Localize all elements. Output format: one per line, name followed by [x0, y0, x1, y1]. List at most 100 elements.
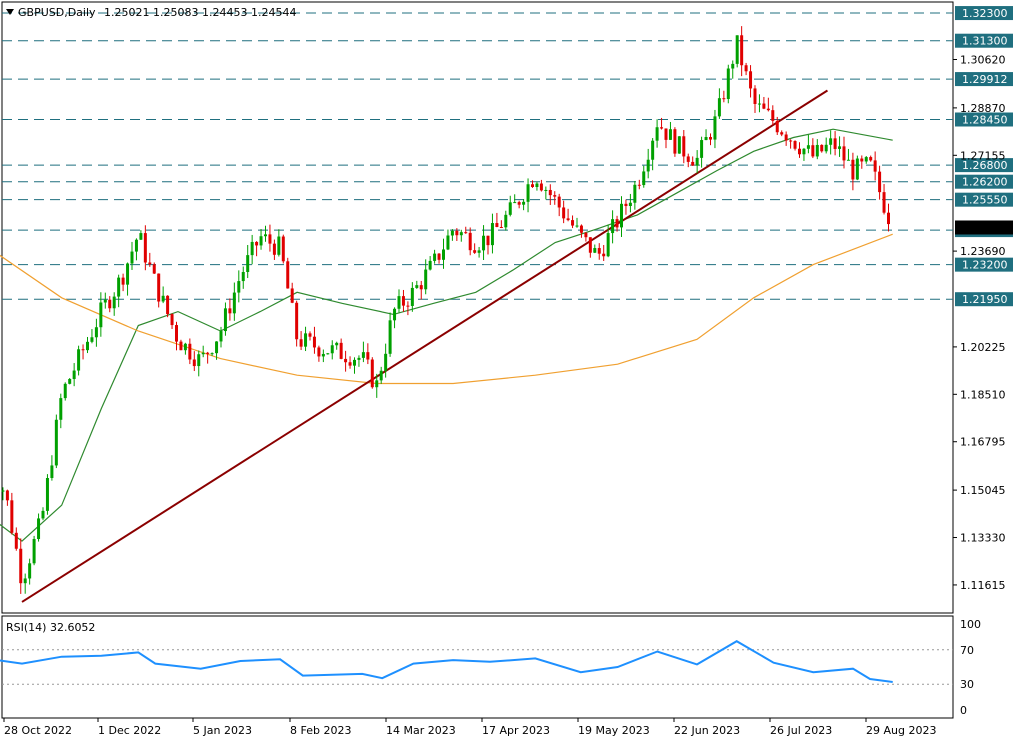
bull-candle	[63, 383, 67, 399]
bear-candle	[673, 129, 677, 154]
bear-candle	[793, 141, 797, 149]
bear-candle	[833, 138, 837, 149]
bull-candle	[446, 235, 450, 250]
bull-candle	[99, 302, 103, 328]
bear-candle	[797, 148, 801, 155]
bull-candle	[28, 563, 32, 579]
bull-candle	[357, 357, 361, 360]
bull-candle	[428, 260, 432, 270]
bull-candle	[68, 379, 72, 384]
bear-candle	[366, 352, 370, 360]
bear-candle	[286, 261, 290, 289]
bull-candle	[232, 292, 236, 314]
bull-candle	[223, 308, 227, 332]
bull-candle	[490, 223, 494, 246]
level-label: 1.29912	[962, 73, 1008, 86]
bear-candle	[780, 132, 784, 135]
bull-candle	[277, 236, 281, 255]
bull-candle	[130, 251, 134, 264]
bull-candle	[611, 219, 615, 234]
rsi-tick-label: 30	[960, 678, 974, 691]
x-tick-label: 5 Jan 2023	[193, 724, 252, 737]
bull-candle	[263, 234, 267, 237]
bull-candle	[37, 518, 41, 540]
bull-candle	[815, 144, 819, 157]
bull-candle	[668, 129, 672, 140]
bear-candle	[708, 137, 712, 140]
x-tick-label: 1 Dec 2022	[98, 724, 161, 737]
bull-candle	[117, 277, 121, 297]
bear-candle	[539, 183, 543, 191]
bear-candle	[299, 339, 303, 347]
level-label: 1.28450	[962, 114, 1008, 127]
bear-candle	[406, 305, 410, 307]
bear-candle	[686, 156, 690, 162]
bear-candle	[281, 236, 285, 262]
bull-candle	[424, 269, 428, 290]
bear-candle	[170, 314, 174, 326]
bull-candle	[72, 370, 76, 380]
bull-candle	[361, 352, 365, 358]
bull-candle	[321, 353, 325, 357]
bull-candle	[215, 341, 219, 354]
bear-candle	[749, 71, 753, 89]
bull-candle	[508, 202, 512, 215]
symbol-dropdown-icon[interactable]	[6, 9, 14, 15]
bull-candle	[32, 539, 36, 564]
bear-candle	[753, 88, 757, 105]
bull-candle	[210, 353, 214, 355]
bear-candle	[495, 223, 499, 228]
y-tick-label: 1.13330	[960, 532, 1006, 545]
level-label-bg	[955, 257, 1013, 272]
x-tick-label: 29 Aug 2023	[866, 724, 936, 737]
bear-candle	[878, 171, 882, 193]
bear-candle	[566, 218, 570, 221]
bull-candle	[241, 272, 245, 282]
bear-candle	[308, 333, 312, 337]
bear-candle	[10, 500, 14, 533]
current-price-marker	[955, 220, 1013, 235]
bull-candle	[846, 159, 850, 161]
bull-candle	[259, 236, 263, 246]
bull-candle	[633, 184, 637, 203]
bull-candle	[183, 343, 187, 351]
bear-candle	[268, 234, 272, 244]
rsi-tick-label: 0	[960, 704, 967, 717]
level-label: 1.26200	[962, 176, 1008, 189]
bull-candle	[410, 287, 414, 306]
bear-candle	[789, 140, 793, 142]
bull-candle	[735, 35, 739, 64]
level-label-bg	[955, 192, 1013, 207]
y-tick-label: 1.11615	[960, 579, 1006, 592]
bull-candle	[695, 157, 699, 166]
bull-candle	[433, 253, 437, 261]
level-label-bg	[955, 292, 1013, 307]
bull-candle	[393, 308, 397, 321]
level-label-bg	[955, 112, 1013, 127]
bull-candle	[41, 510, 45, 519]
bear-candle	[882, 192, 886, 213]
bull-candle	[838, 146, 842, 149]
bear-candle	[740, 35, 744, 66]
bull-candle	[139, 233, 143, 240]
rsi-pane-frame	[1, 615, 954, 719]
bear-candle	[5, 490, 9, 501]
bull-candle	[94, 327, 98, 338]
bear-candle	[148, 262, 152, 265]
bear-candle	[179, 341, 183, 351]
bull-candle	[619, 203, 623, 228]
bull-candle	[864, 157, 868, 162]
bear-candle	[762, 103, 766, 109]
bear-candle	[108, 299, 112, 309]
y-tick-label: 1.28870	[960, 102, 1006, 115]
bull-candle	[54, 419, 58, 466]
bear-candle	[312, 336, 316, 348]
bear-candle	[188, 343, 192, 360]
bull-candle	[802, 148, 806, 155]
bear-candle	[370, 359, 374, 388]
level-label-bg	[955, 33, 1013, 48]
bull-candle	[90, 337, 94, 342]
